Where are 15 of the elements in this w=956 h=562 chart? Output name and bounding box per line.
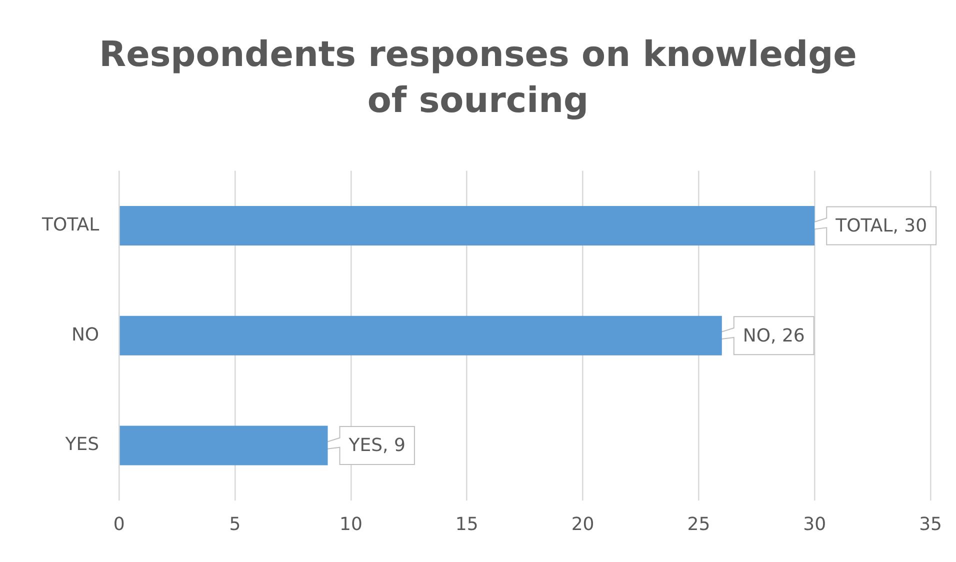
x-tick-label: 35 [919,514,942,535]
x-tick-label: 5 [229,514,241,535]
x-tick-label: 10 [339,514,362,535]
data-label: NO, 26 [742,325,805,346]
x-tick-label: 30 [803,514,826,535]
x-tick-label: 20 [571,514,594,535]
data-label: YES, 9 [348,435,406,456]
x-tick-label: 15 [455,514,478,535]
chart-title: Respondents responses on knowledge of sourcing [98,34,858,123]
x-tick-label: 0 [113,514,125,535]
data-label: TOTAL, 30 [834,215,928,236]
y-tick-label: YES [64,434,100,456]
x-tick-label: 25 [687,514,710,535]
y-tick-label: NO [71,324,100,346]
y-tick-label: TOTAL [40,214,100,236]
